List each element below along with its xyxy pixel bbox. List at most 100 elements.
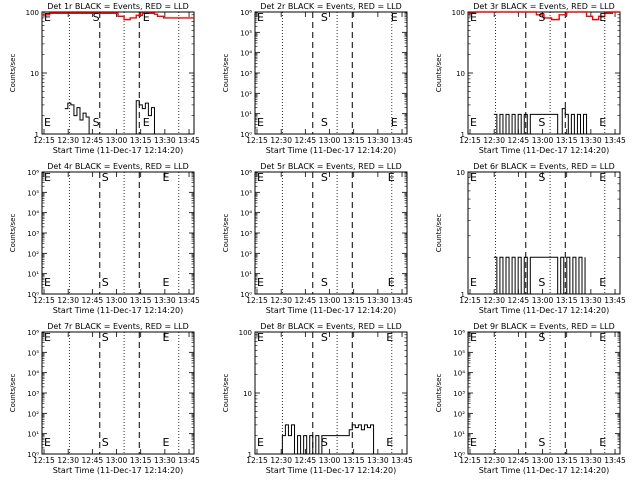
plot-frame [254,11,408,135]
marker-label-top: S [321,331,328,344]
y-tick-label: 10³ [453,390,465,398]
y-tick-label: 10 [30,70,39,78]
y-tick-label: 10¹ [240,111,252,119]
y-tick-label: 100 [452,9,465,17]
y-tick-label: 10⁵ [453,349,465,357]
detector-plot-2: Det 2r BLACK = Events, RED = LLD Counts/s… [222,2,413,155]
marker-label-top: S [538,11,545,24]
plot-title: Det 5r BLACK = Events, RED = LLD [260,162,402,171]
y-tick-label: 10⁶ [453,329,465,337]
x-tick-label: 13:30 [580,456,602,465]
detector-plot-4: Det 4r BLACK = Events, RED = LLD Counts/s… [9,162,200,315]
x-tick-label: 13:30 [154,136,176,145]
x-tick-label: 12:45 [508,296,530,305]
marker-label-top: E [599,11,606,24]
x-tick-label: 12:45 [82,296,104,305]
plot-frame [41,331,195,455]
plot-title: Det 9r BLACK = Events, RED = LLD [473,322,615,331]
plot-frame [467,171,621,295]
x-tick-label: 13:30 [154,296,176,305]
events-series-line [64,100,155,135]
plot-title: Det 6r BLACK = Events, RED = LLD [473,162,615,171]
marker-label-bottom: E [599,116,606,129]
y-tick-label: 10⁵ [27,349,39,357]
y-tick-label: 10¹ [240,271,252,279]
detector-plot-1: Det 1r BLACK = Events, RED = LLD Counts/s… [9,2,200,155]
y-tick-label: 10⁰ [240,131,252,139]
marker-label-bottom: S [538,116,545,129]
marker-label-bottom: E [388,276,395,289]
x-tick-label: 12:30 [57,136,79,145]
x-tick-label: 12:45 [295,296,317,305]
x-tick-label: 13:00 [532,136,554,145]
x-tick-label: 13:00 [532,456,554,465]
y-tick-label: 10⁵ [27,189,39,197]
y-tick-label: 10⁶ [240,169,252,177]
x-tick-label: 12:45 [82,136,104,145]
x-tick-label: 13:15 [130,136,152,145]
plot-title: Det 1r BLACK = Events, RED = LLD [47,2,189,11]
marker-label-bottom: S [102,276,109,289]
y-tick-label: 10⁰ [27,291,39,299]
marker-label-bottom: E [163,436,170,449]
x-tick-label: 12:45 [508,136,530,145]
marker-label-top: E [470,11,477,24]
x-tick-label: 13:30 [154,456,176,465]
y-tick-label: 10 [456,70,465,78]
marker-label-bottom: E [257,116,264,129]
detector-plot-7: Det 7r BLACK = Events, RED = LLD Counts/s… [9,322,200,475]
y-axis-label: Counts/sec [435,214,443,253]
marker-label-top: E [163,331,170,344]
x-tick-label: 12:15 [459,136,481,145]
x-tick-label: 13:15 [556,456,578,465]
y-axis-label: Counts/sec [222,374,230,413]
x-axis-label: Start Time (11-Dec-17 12:14:20) [53,306,184,315]
marker-label-bottom: S [321,116,328,129]
x-tick-label: 12:30 [270,136,292,145]
x-tick-label: 12:30 [270,456,292,465]
lld-series-line [42,12,194,21]
x-tick-label: 12:45 [82,456,104,465]
plot-frame [254,171,408,295]
x-tick-label: 12:15 [33,456,55,465]
x-tick-label: 12:45 [295,456,317,465]
y-tick-label: 10⁴ [240,210,252,218]
x-axis-label: Start Time (11-Dec-17 12:14:20) [266,146,397,155]
marker-label-bottom: S [93,116,100,129]
marker-label-top: E [470,171,477,184]
plot-title: Det 4r BLACK = Events, RED = LLD [47,162,189,171]
detector-plot-3: Det 3r BLACK = Events, RED = LLD Counts/s… [435,2,626,155]
marker-label-top: E [257,331,264,344]
marker-label-top: S [321,171,328,184]
y-axis-label: Counts/sec [222,214,230,253]
y-tick-label: 100 [239,329,252,337]
y-tick-label: 10⁶ [27,169,39,177]
y-axis-label: Counts/sec [9,374,17,413]
x-tick-label: 12:15 [33,136,55,145]
x-tick-label: 12:30 [483,136,505,145]
x-tick-label: 13:00 [319,456,341,465]
x-axis-label: Start Time (11-Dec-17 12:14:20) [479,466,610,475]
marker-label-top: E [44,171,51,184]
events-series-line [279,424,377,455]
y-tick-label: 10⁵ [240,189,252,197]
x-tick-label: 12:15 [246,136,268,145]
marker-label-bottom: E [257,436,264,449]
x-tick-label: 13:15 [556,136,578,145]
y-axis-label: Counts/sec [435,54,443,93]
marker-label-top: S [102,171,109,184]
x-tick-label: 12:45 [508,456,530,465]
marker-label-bottom: E [44,276,51,289]
plot-title: Det 7r BLACK = Events, RED = LLD [47,322,189,331]
y-tick-label: 10⁰ [453,451,465,459]
x-tick-label: 12:15 [33,296,55,305]
marker-label-top: E [391,11,398,24]
plot-title: Det 2r BLACK = Events, RED = LLD [260,2,402,11]
events-series-line [493,108,588,135]
y-tick-label: 10 [456,169,465,177]
plot-title: Det 8r BLACK = Events, RED = LLD [260,322,402,331]
x-tick-label: 13:00 [532,296,554,305]
y-axis-label: Counts/sec [9,214,17,253]
y-tick-label: 1 [248,451,252,459]
